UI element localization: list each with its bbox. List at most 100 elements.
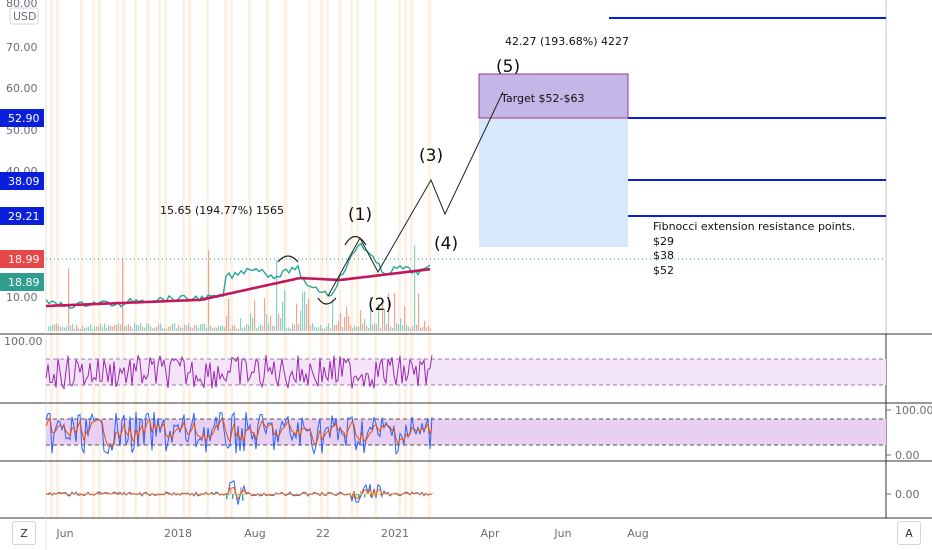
- volume-bar: [148, 324, 150, 331]
- time-axis[interactable]: Jun 2018 Aug 22 2021 Apr Jun Aug: [55, 527, 648, 540]
- price-badge: 29.21: [0, 207, 44, 225]
- macd-bar: [138, 494, 140, 495]
- volume-bar: [384, 308, 386, 331]
- volume-bar: [52, 324, 54, 331]
- volume-bar: [208, 250, 210, 331]
- volume-bar: [324, 328, 326, 331]
- volume-bar: [226, 315, 228, 331]
- volume-bar: [64, 327, 66, 331]
- target-label[interactable]: Target $52-$63: [500, 92, 585, 105]
- volume-bar: [114, 325, 116, 331]
- macd-bar: [100, 494, 102, 495]
- macd-bar: [398, 493, 400, 494]
- volume-bar: [270, 315, 272, 331]
- volume-bar: [50, 326, 52, 331]
- volume-bar: [272, 325, 274, 331]
- fib-title[interactable]: Fibnocci extension resistance points.: [653, 220, 855, 233]
- macd-bar: [232, 494, 234, 499]
- stoch-k-line: [45, 411, 433, 456]
- volume-bar: [86, 327, 88, 331]
- volume-bar: [388, 293, 390, 331]
- macd-bar: [244, 492, 246, 494]
- session-stripe: [398, 0, 401, 518]
- measure-label-2[interactable]: 42.27 (193.68%) 4227: [505, 35, 629, 48]
- volume-bar: [96, 326, 98, 331]
- target-box[interactable]: [478, 73, 629, 119]
- macd-bar: [48, 494, 50, 495]
- wave-projection-path[interactable]: [327, 91, 504, 297]
- volume-bar: [430, 328, 432, 331]
- price-tick-label: 10.00: [6, 291, 38, 304]
- wave-label-3: (3): [419, 146, 443, 166]
- macd-bar: [338, 494, 340, 495]
- macd-bar: [198, 493, 200, 494]
- volume-bar: [68, 268, 70, 331]
- macd-bar: [296, 493, 298, 494]
- macd-bar: [356, 494, 358, 496]
- macd-bar: [180, 493, 182, 494]
- price-badge-label: 29.21: [8, 210, 40, 223]
- currency-box[interactable]: [9, 7, 39, 25]
- volume-bar: [168, 326, 170, 331]
- price-badges: 52.90 38.09 29.21 18.99 18.89: [0, 109, 44, 291]
- price-badge-bg: [0, 207, 44, 225]
- macd-bar: [200, 493, 202, 494]
- volume-bar: [130, 326, 132, 331]
- volume-bar: [238, 328, 240, 331]
- volume-bar: [174, 323, 176, 331]
- macd-bar: [336, 493, 338, 494]
- projection-box[interactable]: [479, 118, 628, 247]
- measure-label-1[interactable]: 15.65 (194.77%) 1565: [160, 204, 284, 217]
- volume-bar: [420, 327, 422, 331]
- auto-scale-icon[interactable]: A: [897, 521, 921, 545]
- volume-bar: [328, 323, 330, 331]
- volume-bar: [128, 324, 130, 331]
- volume-bar: [240, 318, 242, 331]
- volume-bar: [396, 323, 398, 331]
- price-badge-bg: [0, 172, 44, 190]
- volume-bar: [236, 328, 238, 331]
- macd-bar: [424, 493, 426, 494]
- zoom-icon[interactable]: Z: [12, 521, 36, 545]
- volume-bars: [48, 245, 432, 331]
- macd-bar: [176, 493, 178, 494]
- volume-bar: [358, 326, 360, 331]
- volume-bar: [74, 328, 76, 331]
- volume-bar: [146, 323, 148, 331]
- volume-bar: [70, 325, 72, 331]
- volume-bar: [192, 328, 194, 331]
- volume-bar: [244, 327, 246, 331]
- volume-bar: [252, 317, 254, 331]
- price-badge-label: 18.89: [8, 276, 40, 289]
- volume-bar: [414, 245, 416, 331]
- session-stripe: [308, 0, 311, 518]
- time-tick-label: Jun: [553, 527, 571, 540]
- volume-bar: [376, 324, 378, 331]
- volume-bar: [228, 298, 230, 331]
- volume-bar: [314, 326, 316, 331]
- volume-bar: [118, 323, 120, 331]
- volume-bar: [288, 327, 290, 331]
- volume-bar: [308, 298, 310, 331]
- wave-arc: [344, 235, 367, 246]
- volume-bar: [246, 324, 248, 331]
- macd-bar: [288, 494, 290, 495]
- volume-bar: [340, 313, 342, 331]
- volume-bar: [412, 326, 414, 331]
- macd-bar: [346, 493, 348, 494]
- macd-bar: [212, 494, 214, 495]
- volume-bar: [116, 324, 118, 331]
- volume-bar: [158, 324, 160, 331]
- macd-bar: [98, 494, 100, 495]
- volume-bar: [408, 326, 410, 331]
- wave-label-1: (1): [348, 205, 372, 225]
- volume-bar: [268, 323, 270, 331]
- volume-bar: [364, 318, 366, 331]
- session-stripe: [56, 0, 59, 518]
- session-stripe: [230, 0, 233, 518]
- macd-bar: [130, 494, 132, 495]
- volume-bar: [150, 326, 152, 331]
- volume-bar: [332, 299, 334, 331]
